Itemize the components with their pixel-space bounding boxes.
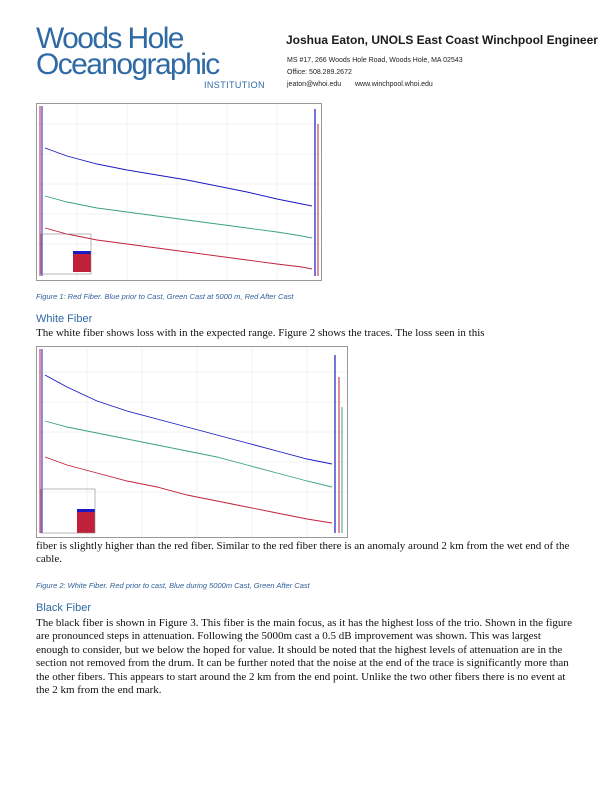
- figure-2-inset-box: [40, 488, 96, 534]
- email-link[interactable]: jeaton@whoi.edu: [287, 81, 342, 88]
- logo-text-oceanographic: Oceanographic: [36, 48, 220, 81]
- figure-1-trace-red: [44, 227, 313, 270]
- white-fiber-paragraph-1: The white fiber shows loss with in the e…: [36, 327, 485, 339]
- figure-1-marker-blue: [73, 251, 91, 254]
- author-title: Joshua Eaton, UNOLS East Coast Winchpool…: [286, 33, 598, 47]
- figure-1-marker-red: [73, 252, 91, 272]
- figure-1-caption: Figure 1: Red Fiber. Blue prior to Cast,…: [36, 292, 294, 301]
- figure-2-grid: [37, 347, 347, 537]
- logo-text-institution: INSTITUTION: [204, 80, 265, 90]
- figure-2-otdr-trace: [36, 346, 348, 538]
- figure-2-marker-red: [77, 511, 95, 533]
- figure-2-trace-red: [44, 456, 333, 524]
- section-heading-white-fiber: White Fiber: [36, 313, 93, 325]
- figure-1-trace-blue: [44, 147, 313, 207]
- logo-text-woods-hole: Woods Hole: [36, 22, 184, 55]
- figure-1-trace-green: [44, 195, 313, 239]
- office-phone: Office: 508.289.2672: [287, 69, 352, 76]
- figure-2-trace-green: [44, 420, 333, 488]
- figure-1-plot: [37, 104, 321, 280]
- figure-2-caption: Figure 2: White Fiber. Red prior to cast…: [36, 581, 310, 590]
- section-heading-black-fiber: Black Fiber: [36, 602, 92, 614]
- website-link[interactable]: www.winchpool.whoi.edu: [355, 81, 433, 88]
- figure-1-otdr-trace: [36, 103, 322, 281]
- figure-1-inset-box: [40, 233, 92, 275]
- white-fiber-paragraph-2: fiber is slightly higher than the red fi…: [36, 540, 570, 566]
- figure-1-grid: [37, 104, 321, 280]
- figure-2-marker-blue: [77, 509, 95, 512]
- black-fiber-paragraph: The black fiber is shown in Figure 3. Th…: [36, 617, 572, 697]
- figure-2-trace-blue: [44, 374, 333, 465]
- figure-2-plot: [37, 347, 347, 537]
- address-line: MS #17, 266 Woods Hole Road, Woods Hole,…: [287, 57, 463, 64]
